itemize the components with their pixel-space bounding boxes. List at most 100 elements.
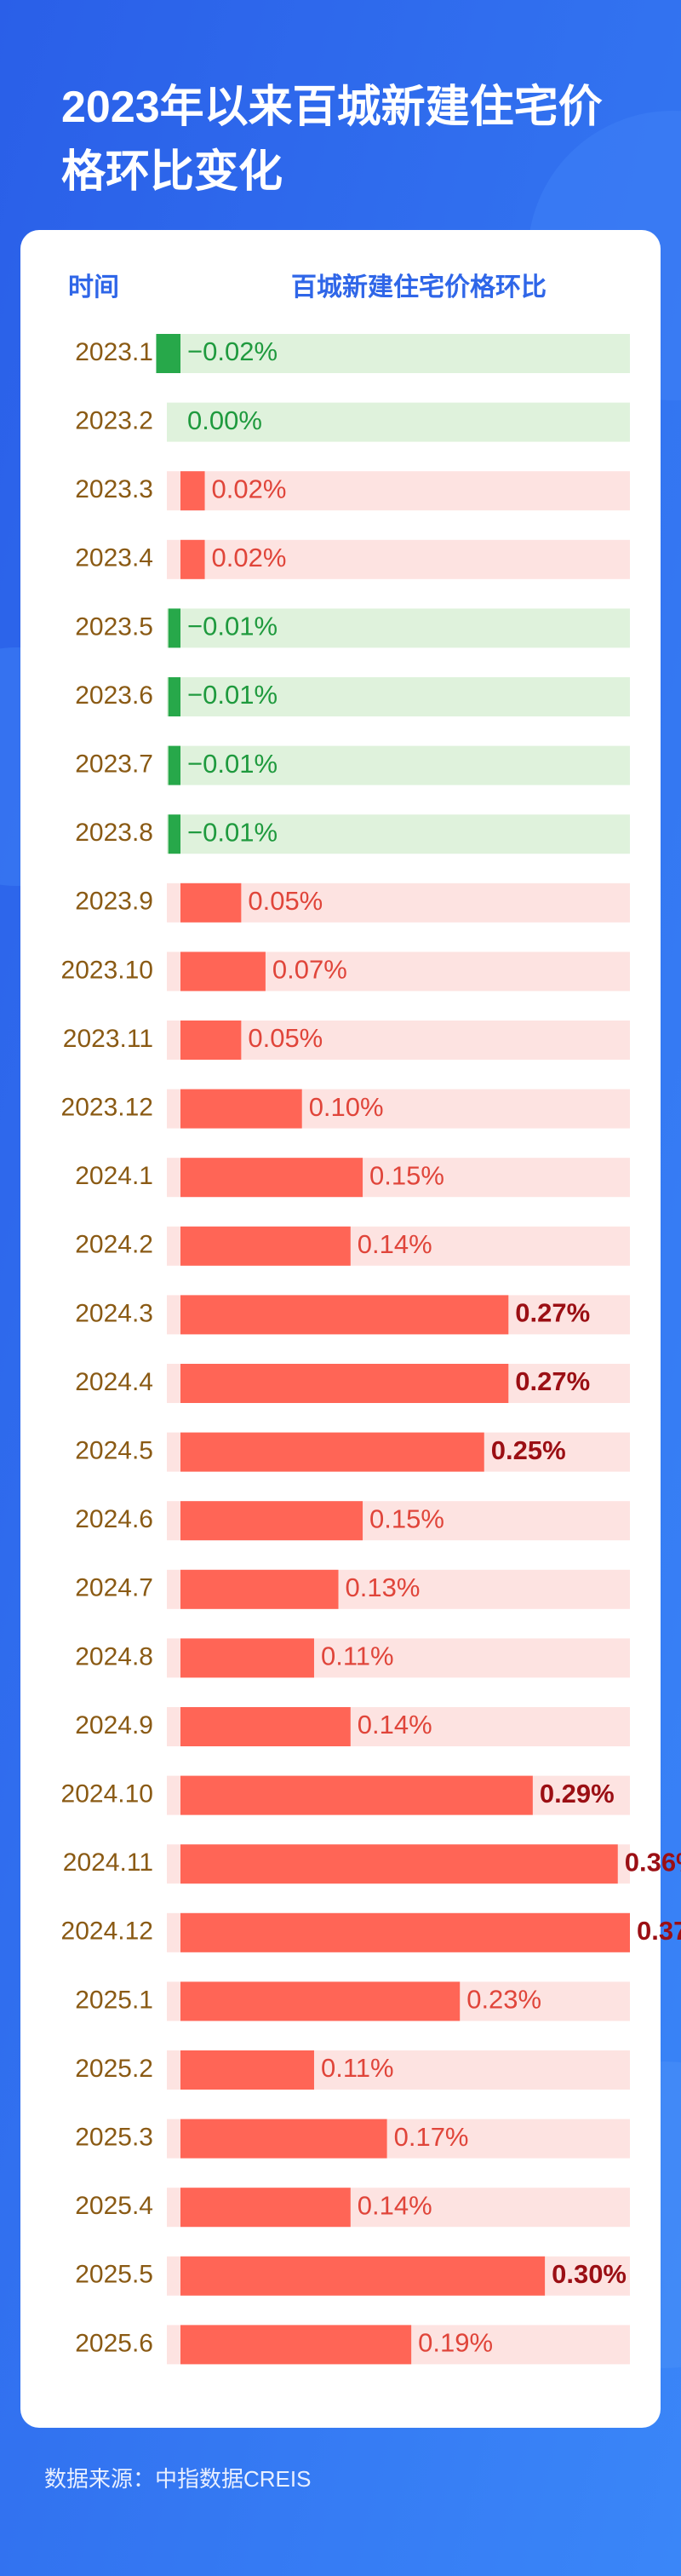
value-label: 0.00% [187,405,262,435]
bar [180,1981,461,2021]
value-label: −0.01% [187,612,278,641]
bar-track [167,677,630,716]
bar [180,1021,242,1060]
bar [180,1912,630,1952]
bar [180,952,266,992]
value-label: 0.14% [358,1229,432,1259]
value-label: 0.10% [309,1092,384,1122]
category-label: 2023.8 [75,819,153,847]
bar [168,814,180,854]
value-label: 0.02% [212,474,287,503]
category-label: 2023.10 [61,956,153,984]
bar-track [167,402,630,442]
value-label: 0.15% [369,1160,444,1190]
bar [156,334,180,373]
value-label: 0.15% [369,1504,444,1533]
category-label: 2023.9 [75,888,153,916]
category-label: 2024.3 [75,1299,153,1327]
bar-track [167,814,630,854]
bar [180,471,205,511]
bar [180,1501,363,1541]
category-label: 2025.2 [75,2055,153,2083]
category-label: 2023.1 [75,338,153,366]
value-label: −0.01% [187,749,278,779]
category-label: 2024.9 [75,1711,153,1739]
category-label: 2023.2 [75,407,153,435]
category-label: 2024.5 [75,1437,153,1465]
bar [180,1707,351,1746]
category-label: 2024.7 [75,1574,153,1602]
value-label: 0.30% [552,2259,627,2289]
column-header: 时间 [68,273,119,302]
source: 数据来源：中指数据CREIS [44,2466,311,2492]
bar [180,2050,314,2090]
category-label: 2024.11 [63,1849,153,1877]
bar [168,677,180,716]
category-label: 2024.12 [61,1918,153,1946]
bar [180,2188,351,2228]
value-label: 0.11% [321,1642,394,1671]
category-label: 2024.6 [75,1505,153,1533]
chart-title: 2023年以来百城新建住宅价格环比变化 [61,83,603,197]
category-label: 2023.12 [61,1094,153,1122]
category-label: 2023.11 [63,1025,153,1053]
bar [180,883,242,923]
value-label: 0.19% [418,2328,493,2358]
bar [180,2325,412,2365]
bar-track [167,334,630,373]
bar [168,608,180,648]
bar [180,1364,509,1403]
value-label: −0.02% [187,336,278,366]
category-label: 2023.4 [75,544,153,572]
bar-track [167,745,630,785]
bar [180,1158,363,1198]
value-label: 0.29% [540,1779,615,1808]
bar [180,1432,484,1472]
category-label: 2025.5 [75,2261,153,2289]
bar [168,745,180,785]
value-label: 0.14% [358,1710,432,1739]
bar [180,1226,351,1266]
category-label: 2023.5 [75,612,153,641]
value-label: 0.02% [212,543,287,572]
bar [180,2119,387,2159]
category-label: 2025.4 [75,2192,153,2220]
category-label: 2023.6 [75,681,153,710]
category-label: 2023.7 [75,750,153,779]
bar [180,1844,618,1884]
bar-track [167,1021,630,1060]
column-header: 百城新建住宅价格环比 [291,273,547,302]
category-label: 2025.1 [75,1986,153,2014]
bar [180,1775,533,1815]
value-label: 0.25% [491,1435,566,1465]
category-label: 2024.1 [75,1162,153,1190]
category-label: 2024.10 [61,1780,153,1808]
value-label: 0.13% [346,1573,421,1602]
value-label: 0.14% [358,2190,432,2220]
value-label: 0.23% [466,1985,541,2015]
category-label: 2025.6 [75,2329,153,2357]
value-label: 0.36% [625,1847,681,1877]
value-label: −0.01% [187,817,278,847]
category-label: 2024.4 [75,1368,153,1396]
value-label: 0.27% [515,1298,590,1328]
value-label: 0.17% [394,2122,469,2152]
bar [180,1295,509,1335]
category-label: 2024.2 [75,1231,153,1259]
bar-track [167,539,630,579]
value-label: 0.37% [637,1916,681,1946]
value-label: 0.11% [321,2053,394,2083]
bar [180,1569,339,1609]
bar [180,1089,302,1129]
value-label: 0.27% [515,1366,590,1396]
value-label: 0.05% [248,1023,323,1053]
value-label: −0.01% [187,680,278,710]
bar-track [167,471,630,511]
value-label: 0.05% [248,886,323,916]
bar-track [167,883,630,923]
category-label: 2025.3 [75,2124,153,2152]
bar-track [167,608,630,648]
bar [180,539,205,579]
